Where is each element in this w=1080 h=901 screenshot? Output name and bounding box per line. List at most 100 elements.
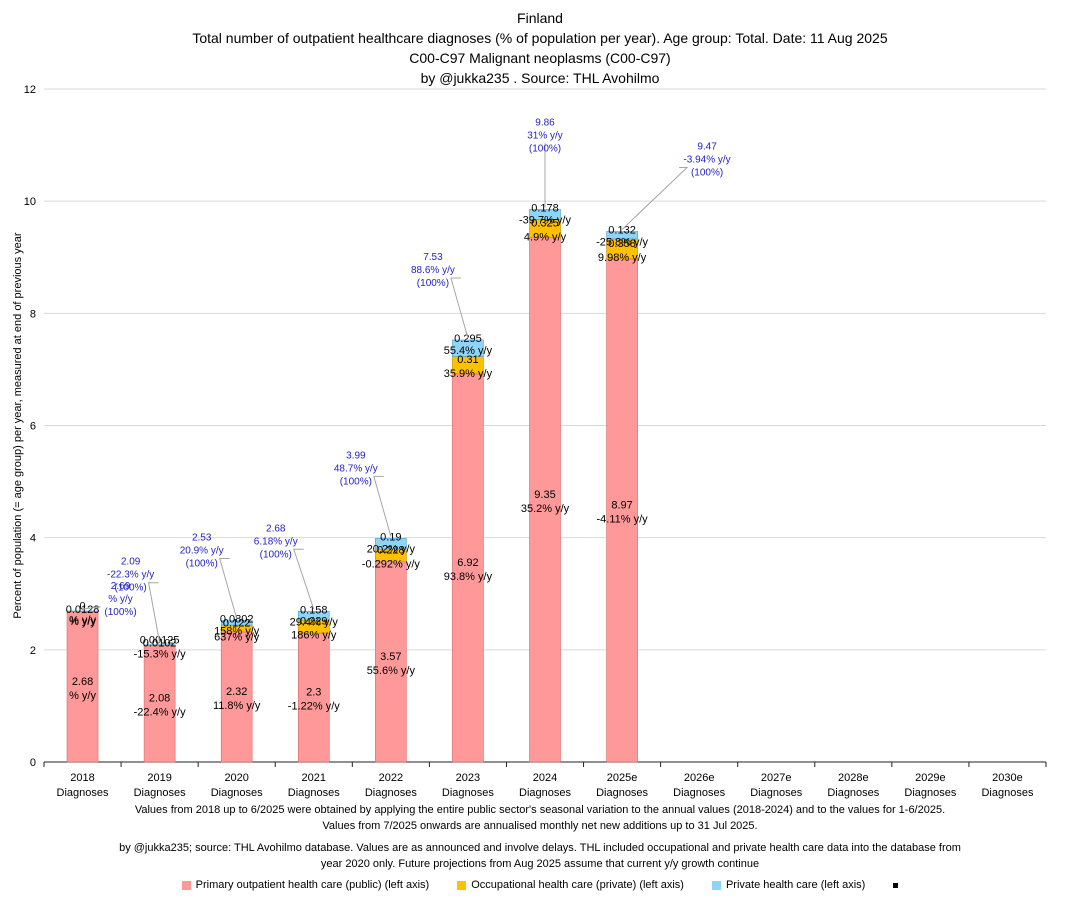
x-tick-label-category: Diagnoses (519, 787, 571, 799)
total-growth-label: 48.7% y/y (334, 463, 378, 474)
title-line-1: Finland (517, 10, 563, 26)
bar-segment (143, 644, 176, 646)
x-tick-label-category: Diagnoses (673, 787, 725, 799)
legend-swatch-occupational (457, 880, 467, 890)
data-label-occupational-value: 0.228 (377, 544, 405, 556)
legend-item-occupational: Occupational health care (private) (left… (457, 879, 684, 891)
data-label-occupational-growth: -0.292% y/y (362, 558, 421, 570)
y-tick-label: 0 (30, 757, 36, 769)
data-label-public-growth: 35.2% y/y (521, 503, 570, 515)
total-share-label: (100%) (529, 143, 561, 154)
y-tick-label: 6 (30, 421, 36, 433)
y-tick-label: 8 (30, 308, 36, 320)
data-label-occupational-value: 0.31 (457, 354, 478, 366)
data-label-private-growth: -25.8% y/y (596, 236, 648, 248)
x-tick-label-category: Diagnoses (596, 787, 648, 799)
data-label-private-value: 0.0802 (220, 614, 254, 626)
total-value-label: 9.47 (697, 141, 717, 152)
bar-segment (529, 209, 561, 220)
chart-title: Finland Total number of outpatient healt… (0, 8, 1080, 88)
total-share-label: (100%) (340, 476, 372, 487)
bar-segment (452, 373, 484, 763)
data-label-occupational-growth: % y/y (69, 615, 96, 627)
data-label-public-growth: 93.8% y/y (444, 571, 493, 583)
x-tick-label-year: 2024 (533, 772, 557, 784)
legend-label-private: Private health care (left axis) (725, 879, 866, 891)
x-tick-label-category: Diagnoses (750, 787, 802, 799)
x-tick-label-year: 2029e (915, 772, 946, 784)
data-label-public-value: 8.97 (611, 499, 632, 511)
data-label-occupational-growth: 9.98% y/y (598, 252, 647, 264)
data-label-private-value: 0.0102 (143, 638, 177, 650)
x-tick-label-category: Diagnoses (442, 787, 494, 799)
total-leader-line (293, 548, 315, 610)
x-tick-label-year: 2026e (684, 772, 715, 784)
total-value-label: 9.86 (535, 117, 555, 128)
x-tick-label-year: 2022 (379, 772, 403, 784)
total-growth-label: -22.3% y/y (107, 570, 154, 581)
data-label-private-growth: 29.4% y/y (290, 616, 339, 628)
footnote-4: year 2020 only. Future projections from … (320, 858, 760, 870)
x-tick-label-category: Diagnoses (365, 787, 417, 799)
data-label-occupational-value: 0.325 (531, 218, 559, 230)
legend: Primary outpatient health care (public) … (0, 879, 1080, 891)
data-label-private-value: 0.132 (608, 224, 636, 236)
data-label-private-growth: 55.4% y/y (444, 345, 493, 357)
data-label-private-growth: 20.2% y/y (367, 543, 416, 555)
data-label-public-growth: -4.11% y/y (596, 513, 648, 525)
bar-segment (220, 620, 253, 626)
total-share-label: (100%) (260, 549, 292, 560)
bar-segment (529, 237, 561, 763)
bar-segment (66, 611, 99, 763)
legend-label-occupational: Occupational health care (private) (left… (471, 879, 684, 891)
total-value-label: 2.69 (111, 581, 131, 592)
x-tick-label-category: Diagnoses (981, 787, 1033, 799)
total-leader-line (82, 606, 101, 610)
total-value-label: 2.09 (121, 557, 141, 568)
total-share-label: (100%) (114, 583, 146, 594)
bar-segment (606, 258, 638, 763)
chart-plot: 0 2 4 6 8 10 12 Percent of population (= age gr… (12, 84, 1047, 799)
x-tick-label-category: Diagnoses (827, 787, 879, 799)
y-tick-label: 12 (24, 84, 36, 96)
total-leader-line (450, 277, 469, 339)
bar-segment (143, 645, 176, 763)
x-tick-label-year: 2019 (147, 772, 171, 784)
total-leader-line (148, 582, 161, 643)
data-label-private-value: 0.19 (380, 531, 401, 543)
total-value-label: 2.68 (266, 523, 286, 534)
data-label-private-growth: % y/y (69, 616, 96, 628)
legend-label-public: Primary outpatient health care (public) … (195, 879, 430, 891)
data-label-occupational-value: 0.229 (300, 616, 328, 628)
data-label-public-value: 2.68 (72, 676, 93, 688)
footnote-2: Values from 7/2025 onwards are annualise… (322, 820, 758, 832)
bar-segment (375, 538, 407, 550)
data-label-occupational-growth: 4.9% y/y (524, 232, 567, 244)
bar-segment (220, 631, 253, 763)
data-label-public-value: 6.92 (457, 557, 478, 569)
bar-segment (375, 561, 407, 763)
data-label-private-value: 0.295 (454, 333, 482, 345)
total-value-label: 3.99 (346, 450, 366, 461)
y-tick-label: 4 (30, 533, 36, 545)
total-growth-label: % y/y (108, 594, 132, 605)
data-label-public-value: 2.32 (226, 686, 247, 698)
x-tick-label-year: 2018 (70, 772, 94, 784)
bar-segment (452, 339, 484, 357)
x-tick-label-year: 2020 (224, 772, 248, 784)
total-growth-label: -3.94% y/y (683, 154, 730, 165)
total-value-label: 2.53 (192, 533, 212, 544)
legend-swatch-marker (893, 882, 899, 888)
data-label-public-growth: % y/y (69, 690, 96, 702)
legend-swatch-public (181, 880, 191, 890)
data-label-private-growth: 158% y/y (214, 626, 260, 638)
total-growth-label: 88.6% y/y (411, 265, 455, 276)
legend-item-public: Primary outpatient health care (public) … (181, 879, 430, 891)
x-tick-label-year: 2021 (302, 772, 326, 784)
bar-segment (66, 610, 99, 612)
total-share-label: (100%) (417, 278, 449, 289)
data-label-private-value: 0.158 (300, 604, 328, 616)
total-leader-line (219, 558, 238, 619)
total-share-label: (100%) (186, 559, 218, 570)
y-tick-label: 2 (30, 645, 36, 657)
